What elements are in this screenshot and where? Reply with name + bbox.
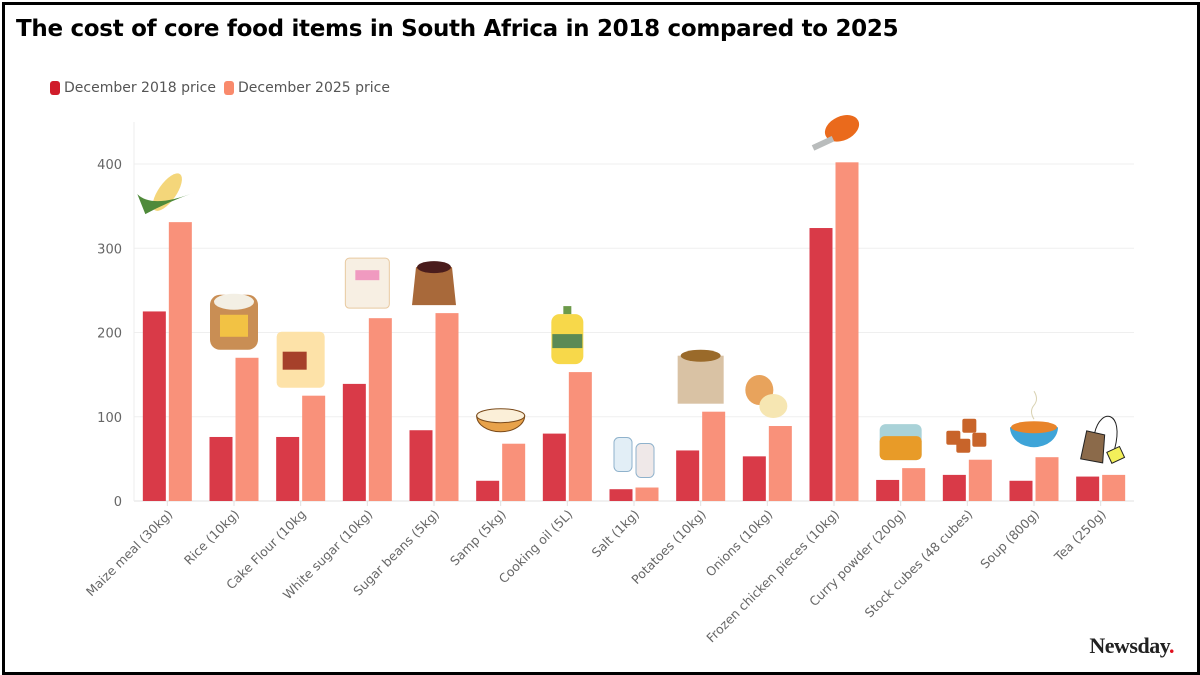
bar-2025[interactable] [902, 468, 926, 501]
y-tick-label: 400 [97, 158, 122, 173]
category-group: Salt (1kg) [589, 437, 659, 561]
bar-2025[interactable] [1035, 457, 1059, 501]
bar-2025[interactable] [368, 318, 392, 501]
stock-cubes-icon [946, 418, 987, 453]
x-category-label: Stock cubes (48 cubes) [862, 507, 976, 621]
bar-2018[interactable] [876, 479, 900, 501]
x-category-label: Soup (800g) [977, 507, 1042, 572]
beans-sack-icon [412, 261, 456, 306]
bar-2025[interactable] [702, 411, 726, 501]
bar-2018[interactable] [209, 436, 233, 501]
legend: December 2018 price December 2025 price [50, 80, 398, 96]
chart-title: The cost of core food items in South Afr… [16, 16, 899, 42]
x-category-label: Tea (250g) [1051, 507, 1109, 565]
flour-bag-icon [276, 331, 325, 388]
bar-2018[interactable] [476, 480, 500, 501]
category-group: White sugar (10kg) [280, 257, 392, 602]
bar-2018[interactable] [942, 474, 966, 501]
bar-2018[interactable] [676, 450, 700, 501]
bar-2018[interactable] [1076, 476, 1100, 501]
bar-2025[interactable] [1102, 474, 1126, 501]
x-category-label: Frozen chicken pieces (10kg) [703, 507, 842, 646]
bar-2025[interactable] [168, 222, 192, 501]
y-tick-label: 300 [97, 242, 122, 257]
logo-text: Newsday [1089, 633, 1169, 658]
bar-2018[interactable] [409, 430, 433, 501]
bar-2025[interactable] [835, 162, 859, 501]
legend-label-2018: December 2018 price [64, 80, 216, 96]
x-category-label: Onions (10kg) [703, 507, 776, 580]
category-group: Tea (250g) [1051, 415, 1126, 565]
newsday-logo: Newsday. [1089, 633, 1174, 659]
x-category-label: Rice (10kg) [181, 507, 242, 568]
x-category-label: Salt (1kg) [589, 507, 643, 561]
legend-swatch-2025 [223, 81, 234, 95]
cooking-oil-bottle-icon [551, 306, 584, 365]
bar-2018[interactable] [609, 489, 633, 501]
onion-icon [745, 375, 788, 419]
bar-2025[interactable] [502, 443, 526, 501]
bar-2025[interactable] [768, 426, 792, 501]
y-tick-label: 200 [97, 327, 122, 342]
category-group: Maize meal (30kg) [83, 173, 196, 600]
bar-2025[interactable] [635, 487, 659, 501]
category-group: Rice (10kg) [181, 293, 259, 568]
bar-2018[interactable] [742, 456, 766, 501]
bar-2025[interactable] [235, 357, 259, 501]
category-group: Sugar beans (5kg) [350, 261, 459, 599]
y-tick-label: 100 [97, 411, 122, 426]
bar-2025[interactable] [568, 372, 592, 501]
legend-label-2025: December 2025 price [237, 80, 390, 96]
bar-2018[interactable] [1009, 480, 1033, 501]
rice-sack-icon [210, 293, 258, 350]
legend-item-2018[interactable]: December 2018 price [50, 80, 216, 96]
legend-item-2025[interactable]: December 2025 price [223, 80, 390, 96]
legend-swatch-2018 [50, 81, 60, 95]
corn-icon [137, 173, 196, 215]
tea-bag-icon [1080, 415, 1126, 464]
bar-2018[interactable] [142, 311, 166, 501]
potato-sack-icon [677, 349, 724, 404]
logo-dot: . [1169, 633, 1175, 658]
bar-2018[interactable] [342, 383, 366, 501]
x-category-label: Samp (5kg) [447, 507, 509, 569]
bar-2025[interactable] [435, 313, 459, 501]
y-tick-label: 0 [114, 495, 122, 510]
bar-2018[interactable] [542, 433, 566, 501]
curry-jar-icon [879, 424, 922, 461]
bar-2025[interactable] [968, 459, 992, 501]
category-group: Samp (5kg) [447, 408, 526, 569]
sugar-bag-icon [344, 257, 390, 309]
bar-2018[interactable] [809, 228, 833, 501]
salt-shakers-icon [613, 437, 655, 479]
x-category-label: Cooking oil (5L) [496, 507, 576, 587]
bar-2018[interactable] [276, 436, 300, 501]
x-category-label: Maize meal (30kg) [83, 507, 176, 600]
soup-bowl-icon [1010, 390, 1058, 448]
samp-bowl-icon [476, 408, 526, 433]
bar-2025[interactable] [302, 395, 326, 501]
chicken-drumstick-icon [811, 115, 860, 151]
